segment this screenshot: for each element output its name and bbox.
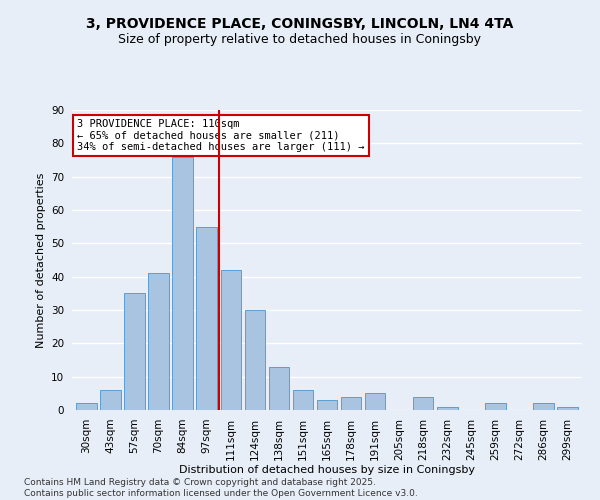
Text: Contains HM Land Registry data © Crown copyright and database right 2025.
Contai: Contains HM Land Registry data © Crown c… xyxy=(24,478,418,498)
Bar xyxy=(196,226,217,410)
Bar xyxy=(293,390,313,410)
Bar xyxy=(485,404,506,410)
Bar xyxy=(148,274,169,410)
Bar xyxy=(341,396,361,410)
X-axis label: Distribution of detached houses by size in Coningsby: Distribution of detached houses by size … xyxy=(179,466,475,475)
Bar xyxy=(413,396,433,410)
Bar xyxy=(100,390,121,410)
Bar xyxy=(269,366,289,410)
Bar xyxy=(221,270,241,410)
Text: Size of property relative to detached houses in Coningsby: Size of property relative to detached ho… xyxy=(119,32,482,46)
Bar xyxy=(245,310,265,410)
Text: 3, PROVIDENCE PLACE, CONINGSBY, LINCOLN, LN4 4TA: 3, PROVIDENCE PLACE, CONINGSBY, LINCOLN,… xyxy=(86,18,514,32)
Bar xyxy=(557,406,578,410)
Bar xyxy=(437,406,458,410)
Text: 3 PROVIDENCE PLACE: 110sqm
← 65% of detached houses are smaller (211)
34% of sem: 3 PROVIDENCE PLACE: 110sqm ← 65% of deta… xyxy=(77,119,365,152)
Bar xyxy=(172,156,193,410)
Bar xyxy=(317,400,337,410)
Bar xyxy=(76,404,97,410)
Bar xyxy=(124,294,145,410)
Bar xyxy=(365,394,385,410)
Y-axis label: Number of detached properties: Number of detached properties xyxy=(35,172,46,348)
Bar xyxy=(533,404,554,410)
